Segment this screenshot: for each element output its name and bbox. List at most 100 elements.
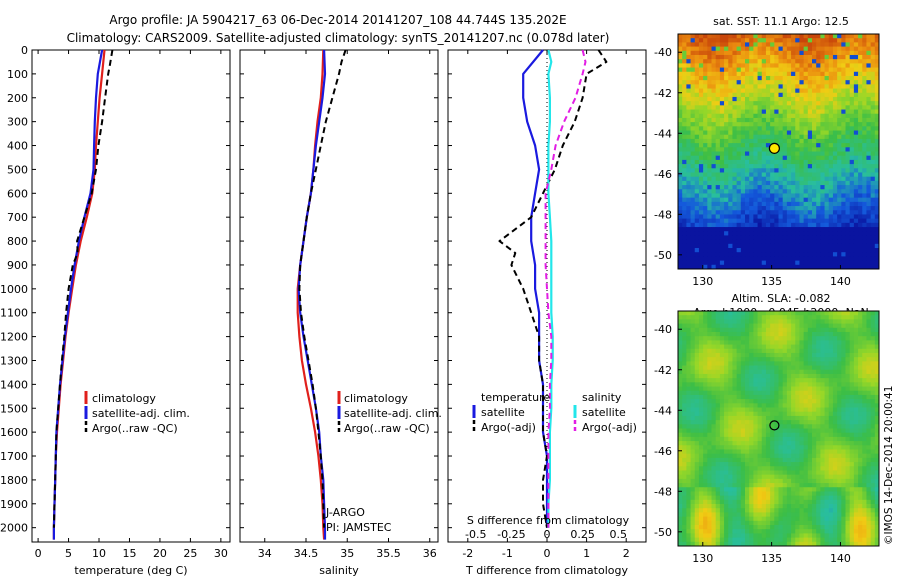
sst-map-cell [715,243,721,249]
sst-map-cell [690,92,696,98]
map-y-tick-label: -42 [654,87,672,100]
sla-map-cell [849,319,855,324]
sla-map-cell [795,357,800,362]
sla-map-cell [862,311,867,316]
sla-map-cell [858,407,863,413]
sla-map-cell [820,327,825,333]
sla-map-cell [703,344,708,350]
sst-map-cell [740,155,746,161]
sst-map-cell [782,252,788,257]
sst-map-cell [824,54,830,60]
sst-map-cell [761,92,767,98]
sst-map-cell [820,105,825,110]
sla-map-cell [749,424,754,429]
sla-map-cell [795,424,800,429]
sla-map-cell [774,470,779,476]
sst-map-cell [858,239,863,245]
sla-map-cell [828,436,834,442]
sst-map-cell [786,151,792,157]
sst-map-frame [677,33,880,270]
sla-map-cell [874,449,880,455]
sst-map-cell [828,252,834,257]
sst-map-cell [732,264,738,270]
sst-map-cell [686,185,691,190]
sla-map-cell [832,352,838,358]
sst-map-cell [824,239,830,245]
sst-map-cell [740,50,746,56]
sst-map-cell [782,227,788,232]
sst-map-cell [799,109,805,115]
sst-map-cell [678,92,683,98]
sst-map-cell [870,264,876,270]
sla-map-cell [757,357,763,362]
sla-map-cell [799,348,805,354]
sst-map-cell [782,59,788,64]
sst-map-cell [682,92,687,98]
sst-map-cell [828,67,834,73]
sst-map-cell [703,260,708,266]
sla-map-cell [837,466,842,471]
sst-map-cell [807,96,813,102]
sla-map-cell [740,399,746,404]
sst-map-cell [853,164,859,169]
sst-map-cell [753,101,758,106]
sst-map-cell [711,96,717,102]
sla-map-cell [807,315,813,320]
sla-map-cell [757,311,763,316]
sst-map-cell [682,227,687,232]
sst-map-cell [853,147,859,152]
sst-map-cell [786,71,792,77]
sst-map-cell [724,113,729,119]
sla-map-cell [736,415,742,421]
sst-map-cell [807,227,813,232]
sst-map-cell [678,50,683,56]
sst-map-cell [678,164,683,169]
sla-map-cell [795,340,800,345]
sst-map-cell [870,155,876,161]
sla-map-cell [757,327,763,333]
sla-map-cell [862,378,867,383]
sst-map-cell [782,193,788,199]
sla-map-cell [745,403,750,408]
sst-map-cell [799,239,805,245]
sla-map-cell [753,428,758,434]
sst-map-cell [690,227,696,232]
sst-map-cell [803,214,809,220]
sla-map-cell [791,382,796,387]
sst-map-cell [841,155,846,161]
sst-map-cell [853,201,859,207]
sst-map-cell [837,227,842,232]
sla-map-cell [824,445,830,450]
sst-map-cell [761,218,767,224]
sla-map-cell [749,403,754,408]
sst-map-cell [791,164,796,169]
sst-map-cell [749,243,754,249]
sla-map-cell [765,445,771,450]
sla-map-cell [799,394,805,400]
sst-map-cell [853,264,859,270]
sst-map-cell [761,193,767,199]
sla-map-cell [765,369,771,375]
sla-map-cell [795,411,800,417]
sst-map-cell [728,248,733,253]
sst-map-cell [749,105,754,110]
sst-map-cell [765,101,771,106]
sla-map-cell [753,453,758,459]
sst-map-cell [841,92,846,98]
sla-map-cell [753,352,758,358]
sla-map-cell [778,369,784,375]
sla-map-cell [858,432,863,438]
sla-map-cell [874,315,880,320]
sla-map-cell [816,411,821,417]
sst-map-cell [824,67,830,73]
sst-map-cell [753,109,758,115]
sla-map-cell [791,474,796,480]
sst-map-cell [862,210,867,215]
sst-map-cell [740,54,746,60]
sla-map-cell [749,336,754,341]
sst-map-cell [820,147,825,152]
sla-map-cell [837,474,842,480]
sla-map-cell [698,470,704,476]
sst-map-cell [749,172,754,178]
sst-map-cell [837,101,842,106]
